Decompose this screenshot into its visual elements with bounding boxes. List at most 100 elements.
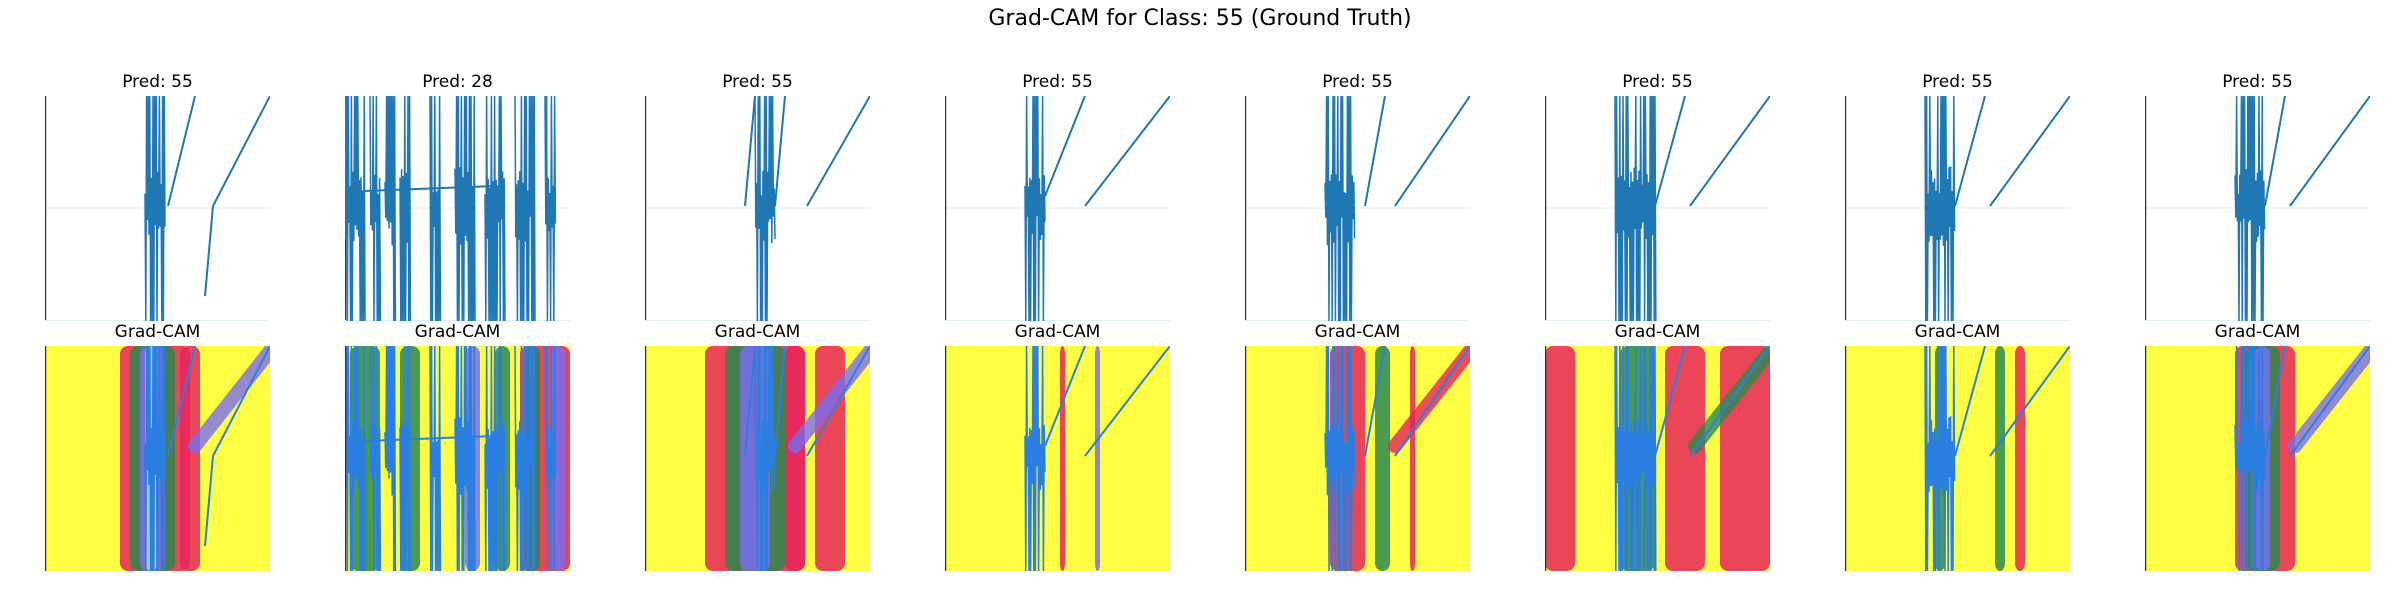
panel-1-gradcam-heatmap	[45, 346, 270, 571]
overlay-segment	[212, 346, 270, 457]
heatmap-region	[180, 346, 200, 571]
overlay-segment	[1689, 346, 1770, 457]
series-segment	[744, 96, 756, 207]
series-segment	[1364, 96, 1386, 207]
panel-1-series-plot	[45, 96, 270, 321]
overlay-burst	[384, 346, 397, 571]
series-burst	[384, 96, 397, 321]
overlay-burst	[2234, 346, 2266, 571]
heatmap-region	[1410, 346, 1415, 571]
panel-8-gradcam-heatmap	[2145, 346, 2370, 571]
overlay-burst	[429, 346, 442, 571]
overlay-segment	[1394, 346, 1470, 457]
panel-4-gradcam-heatmap	[945, 346, 1170, 571]
series-segment	[2264, 96, 2286, 207]
overlay-segment	[774, 346, 786, 457]
series-burst	[1614, 96, 1657, 321]
series-burst	[144, 96, 166, 321]
overlay-segment	[1954, 346, 1986, 457]
heatmap-diagonal	[1388, 346, 1470, 453]
series-burst	[454, 96, 476, 321]
heatmap-region	[1995, 346, 2005, 571]
series-burst	[429, 96, 442, 321]
panel-3-gradcam-heatmap	[645, 346, 870, 571]
overlay-burst	[484, 346, 506, 571]
overlay-segment	[1084, 346, 1170, 457]
series-segment	[1989, 96, 2070, 207]
series-burst	[484, 96, 506, 321]
overlay-burst	[144, 346, 166, 571]
overlay-burst	[369, 346, 382, 571]
series-segment	[806, 96, 870, 207]
overlay-segment	[1364, 346, 1386, 457]
series-segment	[364, 185, 496, 192]
panel-7-gradcam-title: Grad-CAM	[1914, 322, 2001, 342]
heatmap-region	[1060, 346, 1065, 571]
series-burst	[1324, 96, 1356, 321]
series-burst	[345, 96, 366, 321]
heatmap-region	[785, 346, 805, 571]
panel-2-pred-title: Pred: 28	[422, 72, 493, 92]
panel-7-pred-title: Pred: 55	[1922, 72, 1993, 92]
panel-7-gradcam-heatmap	[1845, 346, 2070, 571]
series-segment	[1654, 96, 1686, 207]
overlay-segment	[1044, 346, 1086, 447]
overlay-burst	[454, 346, 476, 571]
panel-6-gradcam-title: Grad-CAM	[1614, 322, 1701, 342]
heatmap-region	[1375, 346, 1390, 571]
panel-5-pred-title: Pred: 55	[1322, 72, 1393, 92]
overlay-burst	[399, 346, 412, 571]
overlay-burst	[1024, 346, 1046, 571]
overlay-burst	[1324, 346, 1356, 571]
overlay-segment	[744, 346, 756, 457]
series-segment	[167, 96, 196, 207]
overlay-segment	[1989, 346, 2070, 457]
series-segment	[212, 96, 270, 207]
series-burst	[2234, 96, 2266, 321]
panel-3-pred-title: Pred: 55	[722, 72, 793, 92]
series-burst	[369, 96, 382, 321]
overlay-segment	[364, 435, 496, 442]
overlay-segment	[1654, 346, 1686, 457]
overlay-burst	[754, 346, 776, 571]
panel-2-gradcam-heatmap	[345, 346, 570, 571]
overlay-segment	[2264, 346, 2286, 457]
series-segment	[1954, 96, 1986, 207]
panel-3-series-plot	[645, 96, 870, 321]
heatmap-diagonal	[188, 346, 270, 453]
series-segment	[2289, 96, 2370, 207]
overlay-segment	[2289, 346, 2370, 457]
series-segment	[1084, 96, 1170, 207]
overlay-burst	[1614, 346, 1657, 571]
heatmap-background	[945, 346, 1170, 571]
overlay-burst	[514, 346, 536, 571]
panel-4-gradcam-title: Grad-CAM	[1014, 322, 1101, 342]
overlay-burst	[544, 346, 557, 571]
panel-8-gradcam-title: Grad-CAM	[2214, 322, 2301, 342]
series-segment	[1044, 96, 1086, 197]
heatmap-background	[1845, 346, 2070, 571]
heatmap-region	[1095, 346, 1100, 571]
panel-8-pred-title: Pred: 55	[2222, 72, 2293, 92]
overlay-segment	[167, 346, 196, 457]
overlay-burst	[345, 346, 366, 571]
panel-5-series-plot	[1245, 96, 1470, 321]
panel-4-pred-title: Pred: 55	[1022, 72, 1093, 92]
panel-6-pred-title: Pred: 55	[1622, 72, 1693, 92]
heatmap-region	[1545, 346, 1575, 571]
series-burst	[399, 96, 412, 321]
series-segment	[774, 96, 786, 207]
panel-4-series-plot	[945, 96, 1170, 321]
series-burst	[754, 96, 776, 321]
series-burst	[544, 96, 557, 321]
panel-1-pred-title: Pred: 55	[122, 72, 193, 92]
panel-6-series-plot	[1545, 96, 1770, 321]
overlay-burst	[1924, 346, 1956, 571]
overlay-segment	[204, 455, 214, 547]
panel-6-gradcam-heatmap	[1545, 346, 1770, 571]
series-segment	[204, 205, 214, 297]
heatmap-region	[1665, 346, 1705, 571]
series-burst	[514, 96, 536, 321]
panel-5-gradcam-heatmap	[1245, 346, 1470, 571]
series-segment	[1689, 96, 1770, 207]
